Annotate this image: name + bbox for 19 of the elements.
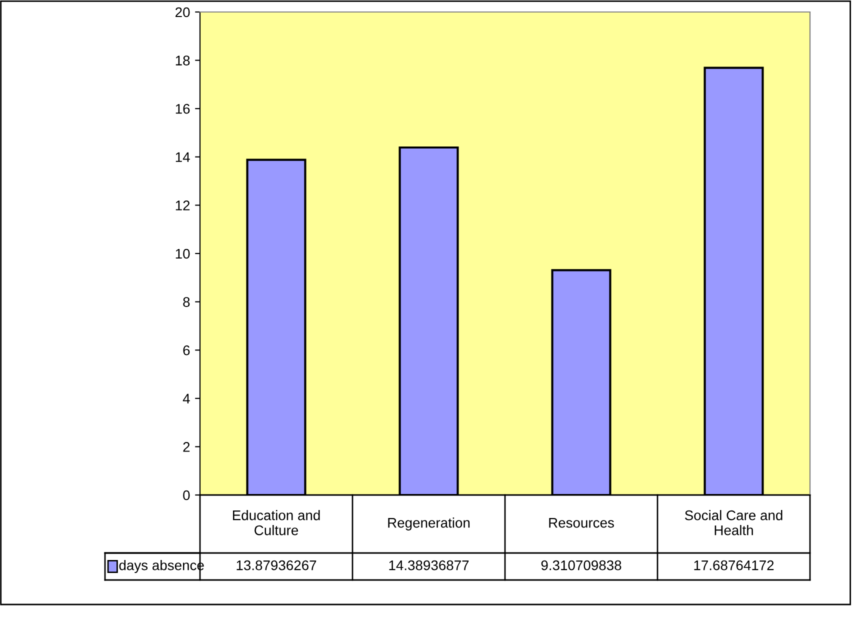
y-tick-label: 10 <box>176 248 190 259</box>
y-tick-label: 2 <box>183 442 190 452</box>
y-tick-label: 12 <box>176 200 190 210</box>
y-tick-label: 16 <box>176 104 190 114</box>
data-label: 14.38936877 <box>389 560 469 570</box>
x-tick-label: Education and Culture <box>232 510 320 536</box>
x-tick-label: Social Care and Health <box>684 510 782 536</box>
y-tick-label: 18 <box>176 56 190 66</box>
data-label: 13.87936267 <box>236 560 316 570</box>
data-label: 17.68764172 <box>694 560 774 570</box>
y-tick-label: 0 <box>183 490 190 500</box>
y-tick-label: 20 <box>176 7 190 18</box>
y-tick-label: 8 <box>183 297 190 307</box>
y-tick-label: 14 <box>176 152 190 162</box>
y-tick-label: 4 <box>182 394 190 404</box>
data-label: 9.310709838 <box>541 560 622 570</box>
x-tick-label: Resources <box>549 518 614 528</box>
y-tick-label: 6 <box>183 345 190 356</box>
x-tick-label: Regeneration <box>388 518 470 530</box>
